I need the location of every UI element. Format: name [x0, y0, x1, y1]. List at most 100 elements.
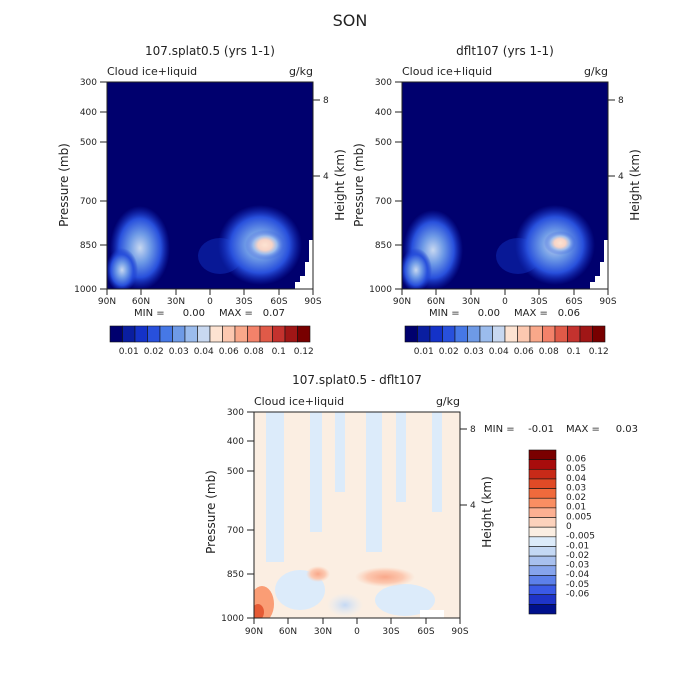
y-tick-label: 400	[80, 108, 97, 118]
panel-3-units: g/kg	[436, 395, 460, 408]
panel-3-xticks: 90N 60N 30N 0 30S 60S 90S	[245, 618, 469, 637]
colorbar-label: 0.06	[566, 454, 586, 464]
colorbar-box	[528, 565, 557, 576]
colorbar-box	[134, 325, 148, 343]
colorbar-box	[528, 488, 557, 499]
x-tick-label: 0	[354, 627, 360, 637]
panel-3-negative-band	[335, 412, 345, 492]
panel-3-terrain-mask	[420, 610, 444, 618]
panel-1-variable: Cloud ice+liquid	[107, 65, 197, 78]
min-label: MIN =	[429, 308, 460, 319]
colorbar-label: 0.1	[272, 347, 286, 357]
x-tick-label: 60S	[417, 627, 434, 637]
y-tick-label: 300	[227, 408, 244, 418]
y-tick-label: 700	[227, 526, 244, 536]
colorbar-box	[579, 325, 593, 343]
colorbar-label: 0.01	[119, 347, 139, 357]
x-tick-label: 30S	[382, 627, 399, 637]
colorbar-label: 0.06	[219, 347, 239, 357]
panel-1-stats: MIN = 0.00 MAX = 0.07	[134, 308, 285, 319]
colorbar-box	[529, 325, 543, 343]
panel-3-y2ticks: 8 4	[460, 425, 476, 511]
colorbar-box	[122, 325, 136, 343]
colorbar-box	[209, 325, 223, 343]
colorbar-box	[528, 478, 557, 489]
colorbar-box	[234, 325, 248, 343]
panel-3-negative-band	[432, 412, 442, 512]
colorbar-box	[284, 325, 298, 343]
y2-tick-label: 8	[323, 96, 329, 106]
colorbar-label: -0.05	[566, 580, 589, 590]
panel-2-terrain-mask	[590, 240, 608, 289]
colorbar-box	[528, 497, 557, 509]
y-tick-label: 850	[80, 241, 97, 251]
panel-3-title: 107.splat0.5 - dflt107	[292, 373, 422, 387]
colorbar-box	[528, 575, 557, 586]
colorbar-label: -0.005	[566, 532, 595, 542]
colorbar-label: -0.02	[566, 551, 589, 561]
colorbar-box	[528, 536, 557, 547]
x-tick-label: 30S	[530, 297, 547, 307]
panel-2-units: g/kg	[584, 65, 608, 78]
colorbar-box	[222, 325, 236, 343]
panel-1-title: 107.splat0.5 (yrs 1-1)	[145, 44, 275, 58]
x-tick-label: 90S	[304, 297, 321, 307]
colorbar-label: 0.1	[567, 347, 581, 357]
y-tick-label: 400	[227, 437, 244, 447]
colorbar-label: 0.01	[414, 347, 434, 357]
x-tick-label: 90S	[599, 297, 616, 307]
panel-2-y2label: Height (km)	[628, 149, 642, 220]
colorbar-label: 0.02	[144, 347, 164, 357]
colorbar-box	[184, 325, 198, 343]
panel-3-negative-band	[310, 412, 322, 532]
y2-tick-label: 4	[618, 172, 624, 182]
y-tick-label: 500	[227, 467, 244, 477]
x-tick-label: 30N	[462, 297, 480, 307]
panel-3-ylabel: Pressure (mb)	[204, 470, 218, 554]
x-tick-marks	[401, 289, 609, 295]
y-tick-label: 300	[80, 78, 97, 88]
panel-1-field	[107, 82, 313, 289]
y-tick-label: 1000	[74, 285, 97, 295]
y2-tick-label: 8	[618, 96, 624, 106]
colorbar-label: -0.04	[566, 570, 590, 580]
panel-2-ylabel: Pressure (mb)	[352, 143, 366, 227]
panel-3-colorbar: 0.060.050.040.030.020.010.0050-0.005-0.0…	[528, 449, 595, 615]
panel-1-terrain-mask	[295, 240, 313, 289]
colorbar-box	[528, 555, 557, 567]
panel-3-negative-band	[266, 412, 284, 562]
y-tick-label: 700	[80, 197, 97, 207]
max-label: MAX =	[514, 308, 548, 319]
colorbar-box	[159, 325, 173, 343]
colorbar-label: 0	[566, 522, 572, 532]
min-value: 0.00	[478, 308, 500, 319]
colorbar-box	[197, 325, 211, 343]
y2-tick-label: 4	[470, 501, 476, 511]
colorbar-box	[554, 325, 568, 343]
panel-2-xticks: 90N 60N 30N 0 30S 60S 90S	[393, 289, 617, 307]
colorbar-label: 0.12	[294, 347, 314, 357]
max-value: 0.03	[616, 424, 638, 435]
y-tick-label: 300	[375, 78, 392, 88]
figure-title: SON	[333, 11, 368, 30]
x-tick-label: 0	[207, 297, 213, 307]
y2-tick-marks	[313, 99, 320, 177]
colorbar-box	[404, 325, 418, 343]
colorbar-box	[542, 325, 556, 343]
panel-2-colorbar: 0.01 0.02 0.03 0.04 0.06 0.08 0.1 0.12	[404, 325, 609, 357]
colorbar-box	[528, 459, 557, 470]
panel-3-positive-patch	[355, 567, 415, 587]
y-tick-label: 1000	[221, 614, 244, 624]
colorbar-label: 0.01	[566, 503, 586, 513]
colorbar-label: 0.05	[566, 464, 586, 474]
colorbar-box	[528, 526, 557, 538]
x-tick-label: 30N	[167, 297, 185, 307]
x-tick-label: 60N	[279, 627, 297, 637]
panel-3-negative-patch	[375, 584, 435, 616]
y2-tick-marks	[608, 99, 615, 177]
panel-2-variable: Cloud ice+liquid	[402, 65, 492, 78]
x-tick-marks	[106, 289, 314, 295]
colorbar-label: 0.03	[169, 347, 189, 357]
colorbar-box	[504, 325, 518, 343]
